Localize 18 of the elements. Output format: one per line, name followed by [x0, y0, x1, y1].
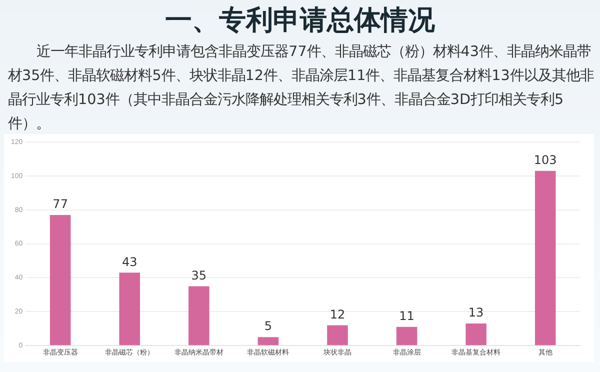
data-label: 11 — [399, 309, 414, 324]
bar — [327, 325, 348, 346]
bar — [396, 326, 418, 346]
bar — [50, 214, 71, 346]
data-label: 5 — [264, 319, 272, 334]
data-label: 35 — [191, 268, 207, 282]
bar — [466, 324, 486, 346]
chart-subtitle: 近一年非晶行业专利申请包含非晶变压器77件、非晶磁芯（粉）材料43件、非晶纳米晶带材35件、非晶软磁材料5件、块状非晶12件、非晶涂层11件、非晶基复合材料13件以及其他非晶行业专利103件（其中非晶合金污水降解处理相关专利3件、非晶合金3D打印相关专利5件）。 — [8, 42, 595, 134]
data-label: 103 — [534, 152, 557, 167]
chart-title: 一、专利申请总体情况 — [164, 4, 436, 38]
bar — [258, 337, 279, 346]
data-label: 43 — [122, 254, 138, 269]
bar — [119, 272, 140, 346]
data-label: 13 — [468, 306, 484, 320]
bar — [188, 286, 210, 346]
bar — [534, 170, 556, 346]
data-label: 12 — [330, 307, 346, 322]
data-label: 77 — [52, 197, 68, 212]
